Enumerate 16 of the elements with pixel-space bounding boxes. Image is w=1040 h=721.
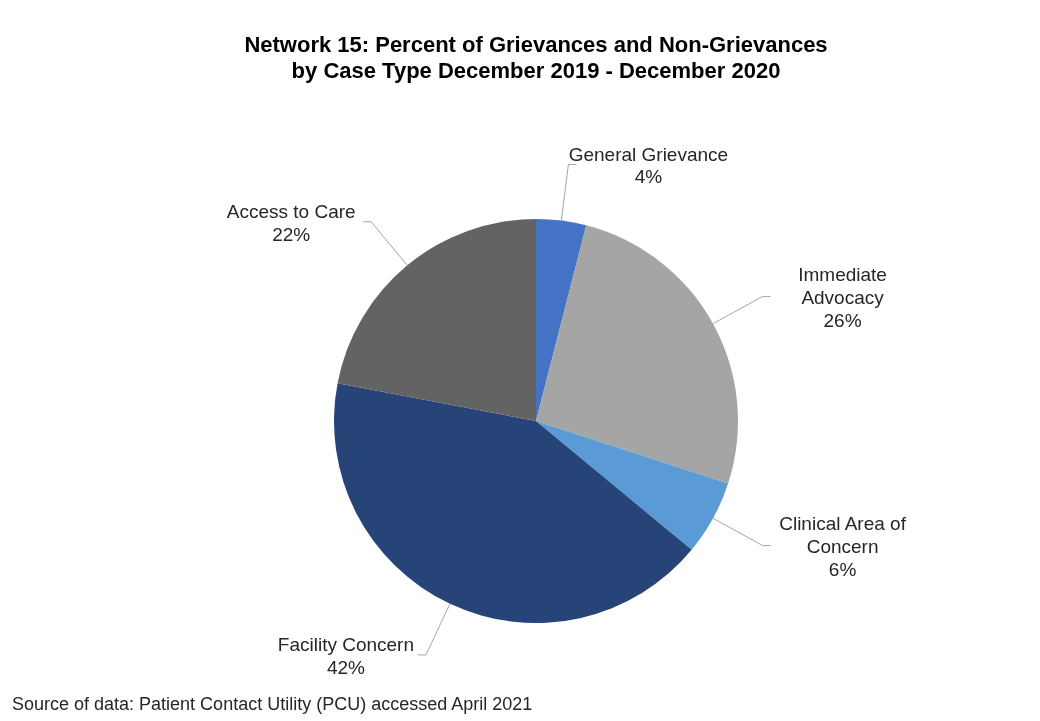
data-label: 6% [828, 558, 857, 580]
pie-slice [536, 421, 729, 550]
source-note: Source of data: Patient Contact Utility (PCU) accessed April 2021 [12, 694, 533, 714]
slice-label: Facility Concern [277, 634, 415, 656]
slice-label: Access to Care [226, 200, 356, 222]
data-label: 4% [634, 166, 663, 188]
data-label: 26% [823, 309, 862, 331]
pie-slice [337, 219, 536, 421]
slice-label: Immediate Advocacy [798, 264, 887, 309]
chart-title: Network 15: Percent of Grievances and Non-Grievances by Case Type December 2019 - December 2020 [244, 32, 828, 83]
data-label: 42% [326, 656, 366, 678]
slice-label: Clinical Area of Concern [779, 513, 907, 558]
pie-slice [536, 219, 587, 421]
data-label: 22% [272, 223, 311, 245]
pie-slice [334, 383, 692, 623]
slice-label: General Grievance [568, 143, 729, 165]
